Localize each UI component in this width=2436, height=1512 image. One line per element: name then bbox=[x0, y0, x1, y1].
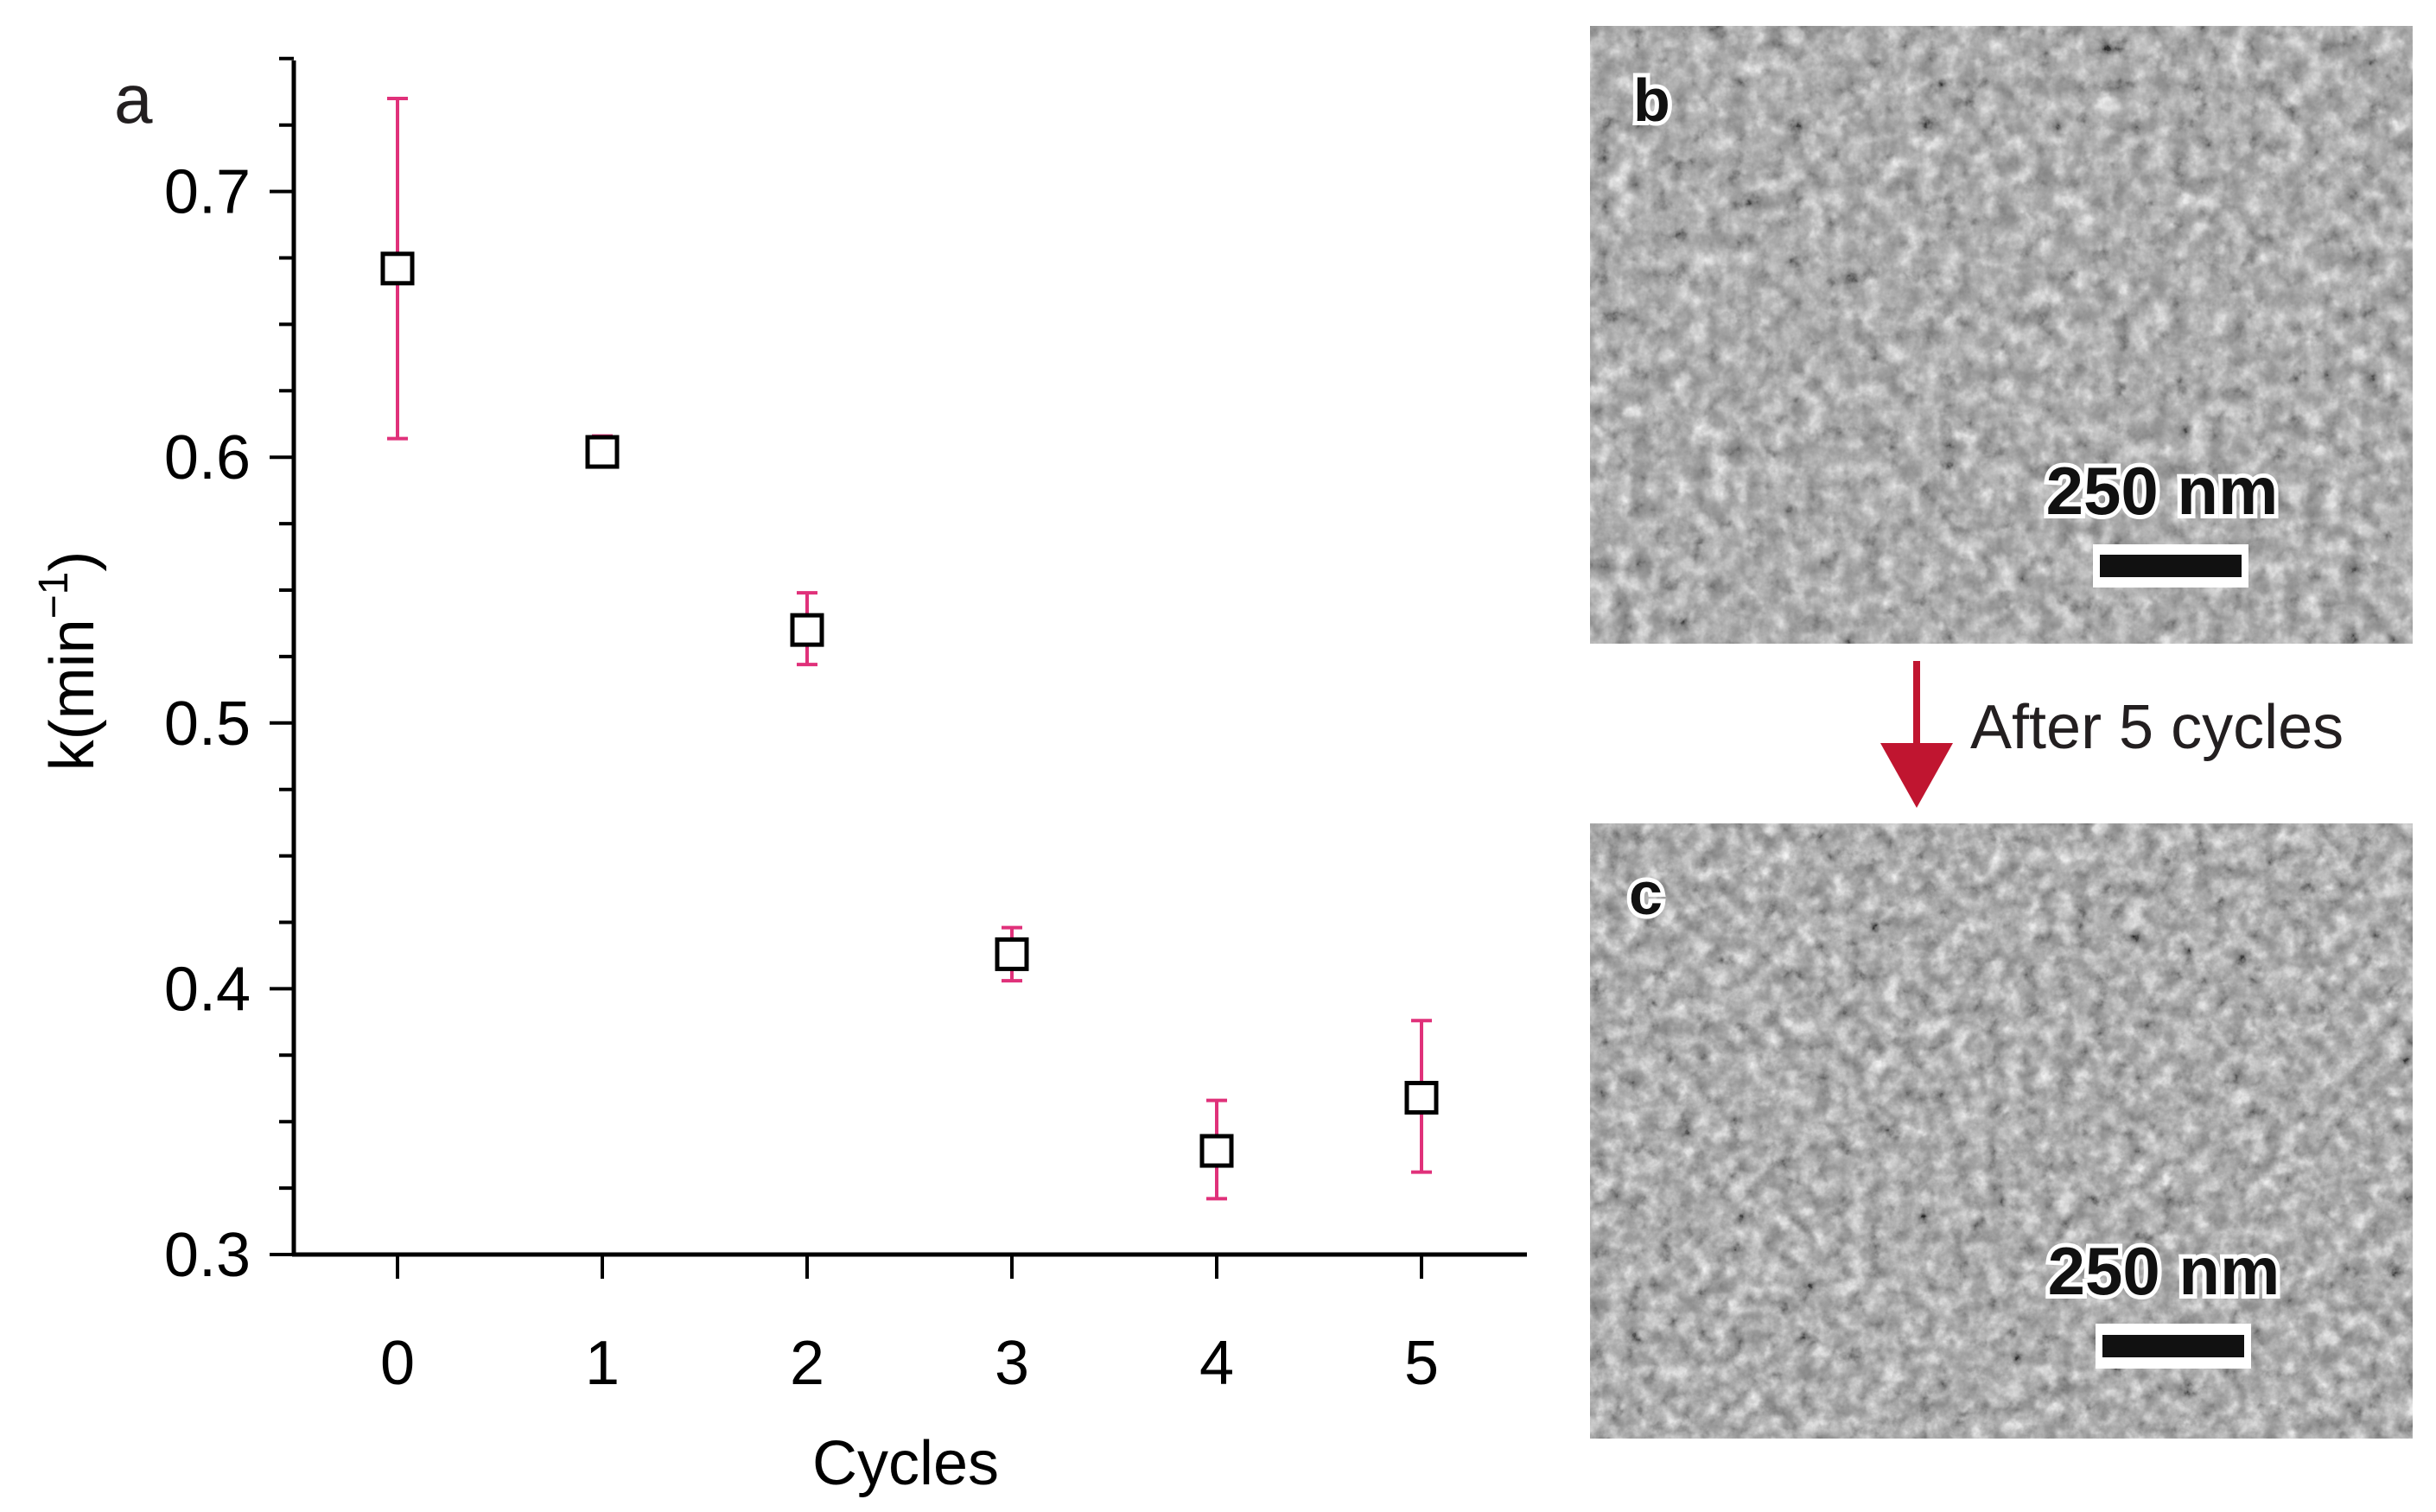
sem-image-before-scale-label: 250 nm bbox=[2046, 453, 2279, 529]
y-axis-ticks bbox=[270, 56, 294, 1256]
down-arrow-icon bbox=[1880, 743, 1953, 808]
sem-image-after: c 250 nm bbox=[1590, 823, 2413, 1439]
y-tick-label: 0.4 bbox=[164, 955, 251, 1024]
sem-image-after-texture bbox=[1590, 823, 2413, 1439]
sem-image-after-label: c bbox=[1629, 860, 1663, 927]
sem-image-before: b 250 nm bbox=[1590, 26, 2413, 644]
y-axis-title: k(min−1) bbox=[31, 551, 107, 772]
data-points bbox=[380, 251, 1439, 1168]
y-tick-label: 0.3 bbox=[164, 1221, 251, 1290]
y-axis-title-close: ) bbox=[38, 551, 107, 572]
data-point bbox=[380, 251, 415, 286]
chart-axes bbox=[291, 60, 1527, 1257]
x-tick-label: 4 bbox=[1199, 1329, 1234, 1398]
error-bars bbox=[387, 96, 1432, 1201]
transition-arrow-group: After 5 cycles bbox=[1880, 661, 2344, 808]
data-point bbox=[995, 937, 1029, 971]
chart-panel-label: a bbox=[114, 60, 153, 137]
x-axis-ticks bbox=[396, 1255, 1423, 1279]
x-tick-label: 2 bbox=[790, 1329, 824, 1398]
transition-label: After 5 cycles bbox=[1970, 693, 2344, 762]
data-point bbox=[790, 613, 824, 647]
sem-image-after-scale-label: 250 nm bbox=[2048, 1233, 2280, 1309]
y-tick-label: 0.5 bbox=[164, 689, 251, 759]
data-point bbox=[585, 435, 620, 469]
data-point bbox=[1404, 1081, 1439, 1115]
x-axis-tick-labels: 0 1 2 3 4 5 bbox=[380, 1329, 1439, 1398]
sem-image-after-scale-bar-core bbox=[2102, 1335, 2244, 1357]
sem-image-before-scale-bar-core bbox=[2100, 555, 2242, 577]
sem-image-before-texture bbox=[1590, 26, 2413, 644]
y-axis-title-main: k(min bbox=[38, 619, 107, 771]
x-axis-title: Cycles bbox=[812, 1429, 999, 1498]
y-tick-label: 0.7 bbox=[164, 158, 251, 227]
kinetic-rate-chart: a 0.3 0.4 0.5 0.6 0.7 0 1 2 3 4 5 Cycles k(min−1) bbox=[31, 56, 1527, 1498]
y-axis-tick-labels: 0.3 0.4 0.5 0.6 0.7 bbox=[164, 158, 251, 1290]
y-tick-label: 0.6 bbox=[164, 423, 251, 492]
x-tick-label: 5 bbox=[1404, 1329, 1439, 1398]
sem-image-before-label: b bbox=[1633, 67, 1670, 134]
data-point bbox=[1199, 1134, 1234, 1168]
x-tick-label: 3 bbox=[995, 1329, 1029, 1398]
y-axis-title-superscript: −1 bbox=[31, 572, 77, 619]
x-tick-label: 1 bbox=[585, 1329, 620, 1398]
x-tick-label: 0 bbox=[380, 1329, 415, 1398]
